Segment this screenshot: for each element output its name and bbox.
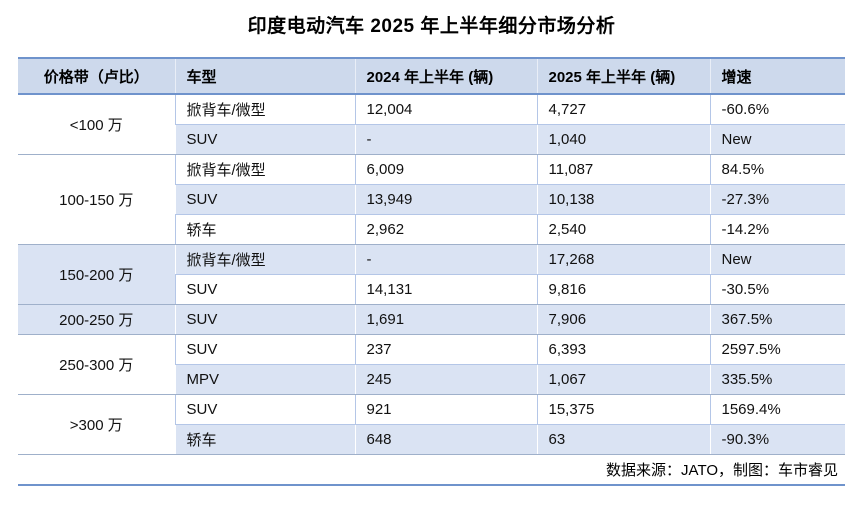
price-band-cell: 100-150 万 <box>18 154 175 245</box>
vehicle-type-cell: MPV <box>174 364 355 395</box>
table-row: <100 万掀背车/微型 12,004 4,727 -60.6% <box>18 94 845 155</box>
h1-2025-value-cell: 63 <box>536 424 710 455</box>
table-footer: 数据来源：JATO，制图：车市睿见 <box>18 454 845 486</box>
h1-2025-value-cell: 10,138 <box>536 184 710 215</box>
h1-2024-value-cell: 2,962 <box>354 214 537 245</box>
h1-2025-value-cell: 9,816 <box>536 274 710 305</box>
growth-value-cell: -14.2% <box>709 214 845 245</box>
h1-2025-value-cell: 15,375 <box>536 394 710 425</box>
ev-segment-table: 价格带（卢比） 车型 2024 年上半年 (辆) 2025 年上半年 (辆) 增… <box>18 57 845 486</box>
growth-value-cell: New <box>709 244 845 275</box>
vehicle-type-cell: SUV <box>174 334 355 365</box>
h1-2024-value-cell: 648 <box>354 424 537 455</box>
h1-2025-value-cell: 1,067 <box>536 364 710 395</box>
h1-2025-value-cell: 6,393 <box>536 334 710 365</box>
vehicle-type-cell: 掀背车/微型 <box>174 94 355 125</box>
h1-2024-value-cell: 237 <box>354 334 537 365</box>
table-row: 100-150 万掀背车/微型 6,009 11,087 84.5% <box>18 154 845 245</box>
vehicle-type-cell: 轿车 <box>174 424 355 455</box>
col-header-2024-h1: 2024 年上半年 (辆) <box>354 58 537 95</box>
table-row: SUV 13,949 10,138 -27.3% <box>18 184 845 215</box>
growth-value-cell: 84.5% <box>709 154 845 185</box>
growth-value-cell: -27.3% <box>709 184 845 215</box>
vehicle-type-cell: 轿车 <box>174 214 355 245</box>
h1-2025-value-cell: 2,540 <box>536 214 710 245</box>
header-row: 价格带（卢比） 车型 2024 年上半年 (辆) 2025 年上半年 (辆) 增… <box>18 58 845 95</box>
price-band-cell: 200-250 万 <box>18 304 175 335</box>
price-band-cell: <100 万 <box>18 94 175 155</box>
table-row: 轿车 648 63 -90.3% <box>18 424 845 455</box>
growth-value-cell: New <box>709 124 845 155</box>
growth-value-cell: 1569.4% <box>709 394 845 425</box>
table-row: SUV -1,040 New <box>18 124 845 155</box>
h1-2024-value-cell: - <box>354 124 537 155</box>
price-band-cell: 150-200 万 <box>18 244 175 305</box>
vehicle-type-cell: SUV <box>174 184 355 215</box>
table-row: 轿车 2,962 2,540 -14.2% <box>18 214 845 245</box>
h1-2024-value-cell: 245 <box>354 364 537 395</box>
price-band-cell: >300 万 <box>18 394 175 455</box>
vehicle-type-cell: SUV <box>174 274 355 305</box>
growth-value-cell: 367.5% <box>709 304 845 335</box>
h1-2024-value-cell: 6,009 <box>354 154 537 185</box>
vehicle-type-cell: 掀背车/微型 <box>174 244 355 275</box>
col-header-vehicle-type: 车型 <box>174 58 355 95</box>
h1-2024-value-cell: 921 <box>354 394 537 425</box>
h1-2024-value-cell: 13,949 <box>354 184 537 215</box>
table-row: 250-300 万 SUV 237 6,393 2597.5% <box>18 334 845 395</box>
vehicle-type-cell: SUV <box>174 124 355 155</box>
table-header: 价格带（卢比） 车型 2024 年上半年 (辆) 2025 年上半年 (辆) 增… <box>18 58 845 95</box>
h1-2025-value-cell: 4,727 <box>536 94 710 125</box>
growth-value-cell: 335.5% <box>709 364 845 395</box>
table-row: 150-200 万掀背车/微型 -17,268 New <box>18 244 845 305</box>
vehicle-type-cell: SUV <box>174 304 355 335</box>
h1-2024-value-cell: 12,004 <box>354 94 537 125</box>
col-header-growth: 增速 <box>709 58 845 95</box>
table-body: <100 万掀背车/微型 12,004 4,727 -60.6% SUV -1,040 Ne… <box>18 94 845 455</box>
h1-2025-value-cell: 7,906 <box>536 304 710 335</box>
table-row: MPV 245 1,067 335.5% <box>18 364 845 395</box>
h1-2024-value-cell: 14,131 <box>354 274 537 305</box>
source-note: 数据来源：JATO，制图：车市睿见 <box>18 454 845 486</box>
growth-value-cell: -60.6% <box>709 94 845 125</box>
h1-2024-value-cell: 1,691 <box>354 304 537 335</box>
col-header-price-band: 价格带（卢比） <box>18 58 175 95</box>
h1-2025-value-cell: 17,268 <box>536 244 710 275</box>
table-row: 200-250 万 SUV 1,691 7,906 367.5% <box>18 304 845 335</box>
vehicle-type-cell: 掀背车/微型 <box>174 154 355 185</box>
footer-row: 数据来源：JATO，制图：车市睿见 <box>18 454 845 486</box>
table-row: >300 万 SUV 921 15,375 1569.4% <box>18 394 845 455</box>
h1-2024-value-cell: - <box>354 244 537 275</box>
price-band-cell: 250-300 万 <box>18 334 175 395</box>
table-row: SUV 14,131 9,816 -30.5% <box>18 274 845 305</box>
col-header-2025-h1: 2025 年上半年 (辆) <box>536 58 710 95</box>
growth-value-cell: -30.5% <box>709 274 845 305</box>
vehicle-type-cell: SUV <box>174 394 355 425</box>
page-title: 印度电动汽车 2025 年上半年细分市场分析 <box>247 16 616 37</box>
h1-2025-value-cell: 11,087 <box>536 154 710 185</box>
growth-value-cell: 2597.5% <box>709 334 845 365</box>
h1-2025-value-cell: 1,040 <box>536 124 710 155</box>
growth-value-cell: -90.3% <box>709 424 845 455</box>
